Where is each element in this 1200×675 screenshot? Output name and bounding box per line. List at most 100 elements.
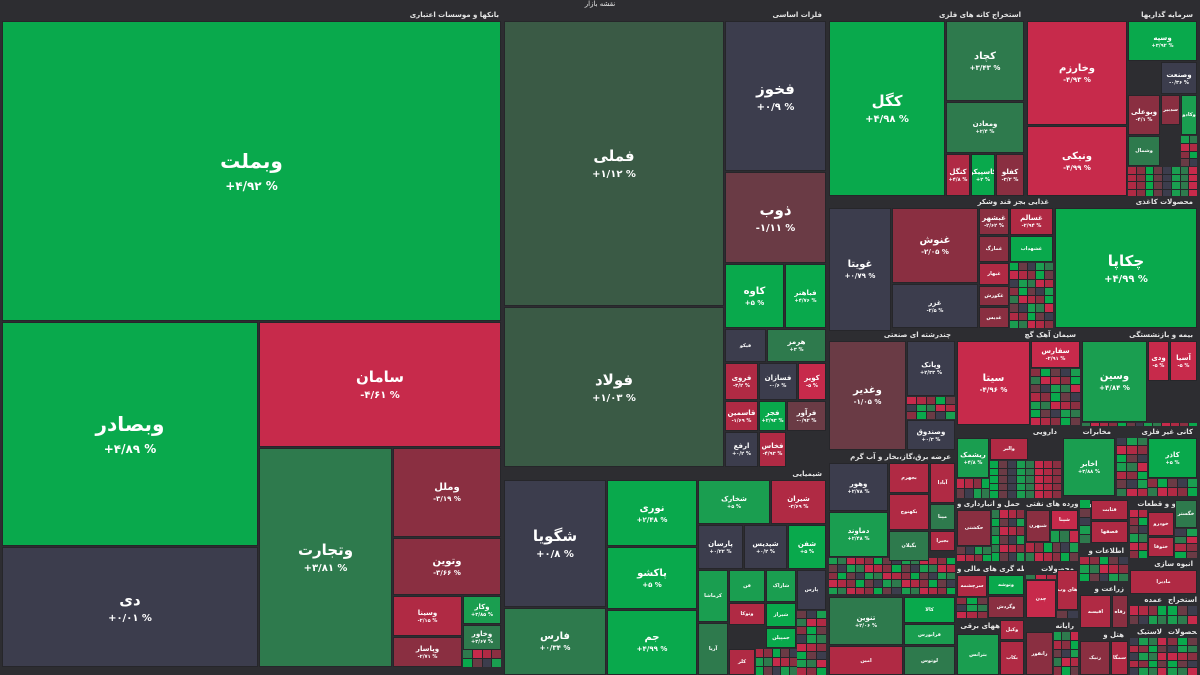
stock-tile[interactable]: کرماشا+۳/۸۷ % <box>698 570 728 622</box>
mini-tile[interactable] <box>981 489 989 498</box>
mini-tile[interactable] <box>1139 660 1148 668</box>
mini-tile[interactable] <box>892 572 901 580</box>
mini-tile[interactable] <box>990 468 998 476</box>
mini-tile[interactable] <box>817 667 826 675</box>
stock-tile[interactable]: کنگل +۴/۸ % <box>946 154 970 196</box>
mini-tile[interactable] <box>992 544 1000 553</box>
mini-tile[interactable] <box>1180 174 1189 181</box>
mini-tile[interactable] <box>1117 488 1127 496</box>
mini-tile[interactable] <box>1044 491 1052 498</box>
mini-tile[interactable] <box>1139 510 1147 518</box>
stock-tile[interactable]: وکار +۳/۸۵ % <box>463 596 501 624</box>
mini-tile[interactable] <box>1139 638 1148 645</box>
mini-tile[interactable] <box>999 461 1007 468</box>
mini-tile[interactable] <box>1137 488 1147 496</box>
mini-tile[interactable] <box>764 649 772 657</box>
mini-tile[interactable] <box>946 404 955 412</box>
stock-tile[interactable]: بجهرم-۵ % <box>889 463 929 493</box>
mini-tile[interactable] <box>1157 653 1166 660</box>
mini-tile[interactable] <box>1188 615 1197 624</box>
mini-tile[interactable] <box>1008 544 1016 553</box>
mini-tile[interactable] <box>492 650 501 658</box>
mini-tile[interactable] <box>756 667 764 675</box>
mini-tile[interactable] <box>1080 535 1090 543</box>
mini-tile[interactable] <box>901 572 910 580</box>
mini-tile[interactable] <box>1080 508 1090 517</box>
stock-tile[interactable]: ذوب -۱/۱۱ % <box>725 172 826 263</box>
mini-tile[interactable] <box>1051 409 1060 417</box>
mini-tile[interactable] <box>1036 575 1046 579</box>
mini-tile[interactable] <box>1054 649 1062 658</box>
mini-tile[interactable] <box>973 479 981 488</box>
mini-tile[interactable] <box>1117 454 1127 463</box>
mini-tile[interactable] <box>1137 438 1147 446</box>
mini-tile[interactable] <box>1139 653 1148 660</box>
mini-tile[interactable] <box>1168 606 1177 615</box>
mini-tile[interactable] <box>1175 544 1186 551</box>
mini-tile[interactable] <box>1070 543 1078 552</box>
mini-tile[interactable] <box>1148 606 1157 615</box>
stock-tile[interactable]: غزر -۲/۵ % <box>892 284 978 328</box>
mini-tile[interactable] <box>1031 401 1040 409</box>
mini-tile[interactable] <box>797 651 806 659</box>
mini-tile[interactable] <box>946 558 955 565</box>
mini-tile[interactable] <box>1036 296 1045 304</box>
mini-tile[interactable] <box>472 659 482 667</box>
stock-tile[interactable]: بکهنوج-۲/۶۶ % <box>889 494 929 530</box>
mini-tile[interactable] <box>1082 423 1090 426</box>
mini-tile[interactable] <box>856 580 865 587</box>
mini-tile[interactable] <box>901 580 910 587</box>
mini-tile[interactable] <box>1036 263 1045 271</box>
stock-tile[interactable]: وسین +۴/۸۴ % <box>1082 341 1147 422</box>
mini-tile[interactable] <box>1027 320 1036 328</box>
mini-tile[interactable] <box>1130 645 1139 653</box>
stock-tile[interactable]: والبر-۳/۲۱ % <box>990 438 1028 460</box>
mini-tile[interactable] <box>928 572 937 580</box>
mini-tile[interactable] <box>965 479 973 488</box>
mini-tile[interactable] <box>1189 151 1197 159</box>
mini-tile[interactable] <box>847 580 856 587</box>
mini-tile[interactable] <box>856 587 865 594</box>
mini-tile[interactable] <box>1188 660 1197 668</box>
mini-tile[interactable] <box>1051 369 1060 377</box>
stock-tile[interactable]: ودی -۵ % <box>1148 341 1169 381</box>
mini-tile[interactable] <box>1099 557 1109 565</box>
mini-tile[interactable] <box>1137 480 1147 488</box>
stock-tile[interactable]: غبهار-۳/۲۳ % <box>979 263 1009 285</box>
mini-tile[interactable] <box>1061 393 1070 401</box>
stock-tile[interactable]: وکادو+۲/۱۶ % <box>1181 95 1197 135</box>
mini-tile[interactable] <box>1035 476 1043 483</box>
mini-tile[interactable] <box>807 659 816 667</box>
mini-tile[interactable] <box>919 572 928 580</box>
mini-tile[interactable] <box>983 547 991 554</box>
mini-tile[interactable] <box>977 598 987 604</box>
stock-tile[interactable]: وسپه +۳/۹۲ % <box>1128 21 1197 61</box>
mini-tile[interactable] <box>1017 468 1025 476</box>
mini-tile[interactable] <box>1109 557 1119 565</box>
mini-tile[interactable] <box>1130 534 1138 542</box>
mini-tile[interactable] <box>874 558 883 565</box>
mini-tile[interactable] <box>797 643 806 651</box>
stock-tile[interactable]: غدیس-۲/۸۱ % <box>979 307 1009 328</box>
stock-tile[interactable]: فخاس -۴/۹۳ % <box>759 432 786 467</box>
stock-tile[interactable]: فجر +۲/۹۳ % <box>759 401 786 431</box>
mini-tile[interactable] <box>1168 638 1177 645</box>
mini-tile[interactable] <box>1045 312 1053 320</box>
mini-tile[interactable] <box>1137 446 1147 454</box>
mini-tile[interactable] <box>1018 279 1027 287</box>
mini-tile[interactable] <box>1051 417 1060 425</box>
mini-tile[interactable] <box>764 658 772 666</box>
stock-tile[interactable]: ومعادن +۲/۴ % <box>946 102 1024 153</box>
mini-tile[interactable] <box>772 658 781 666</box>
mini-tile[interactable] <box>817 643 826 651</box>
mini-tile[interactable] <box>1127 446 1137 454</box>
stock-tile[interactable]: نوری +۲/۴۸ % <box>607 480 697 546</box>
mini-tile[interactable] <box>807 627 816 635</box>
mini-tile[interactable] <box>772 649 781 657</box>
stock-tile[interactable]: غکورش-۳/۴ % <box>979 286 1009 306</box>
mini-tile[interactable] <box>1061 552 1070 561</box>
mini-tile[interactable] <box>847 587 856 594</box>
mini-tile[interactable] <box>907 397 916 404</box>
mini-tile[interactable] <box>1171 174 1180 181</box>
mini-tile[interactable] <box>1036 279 1045 287</box>
